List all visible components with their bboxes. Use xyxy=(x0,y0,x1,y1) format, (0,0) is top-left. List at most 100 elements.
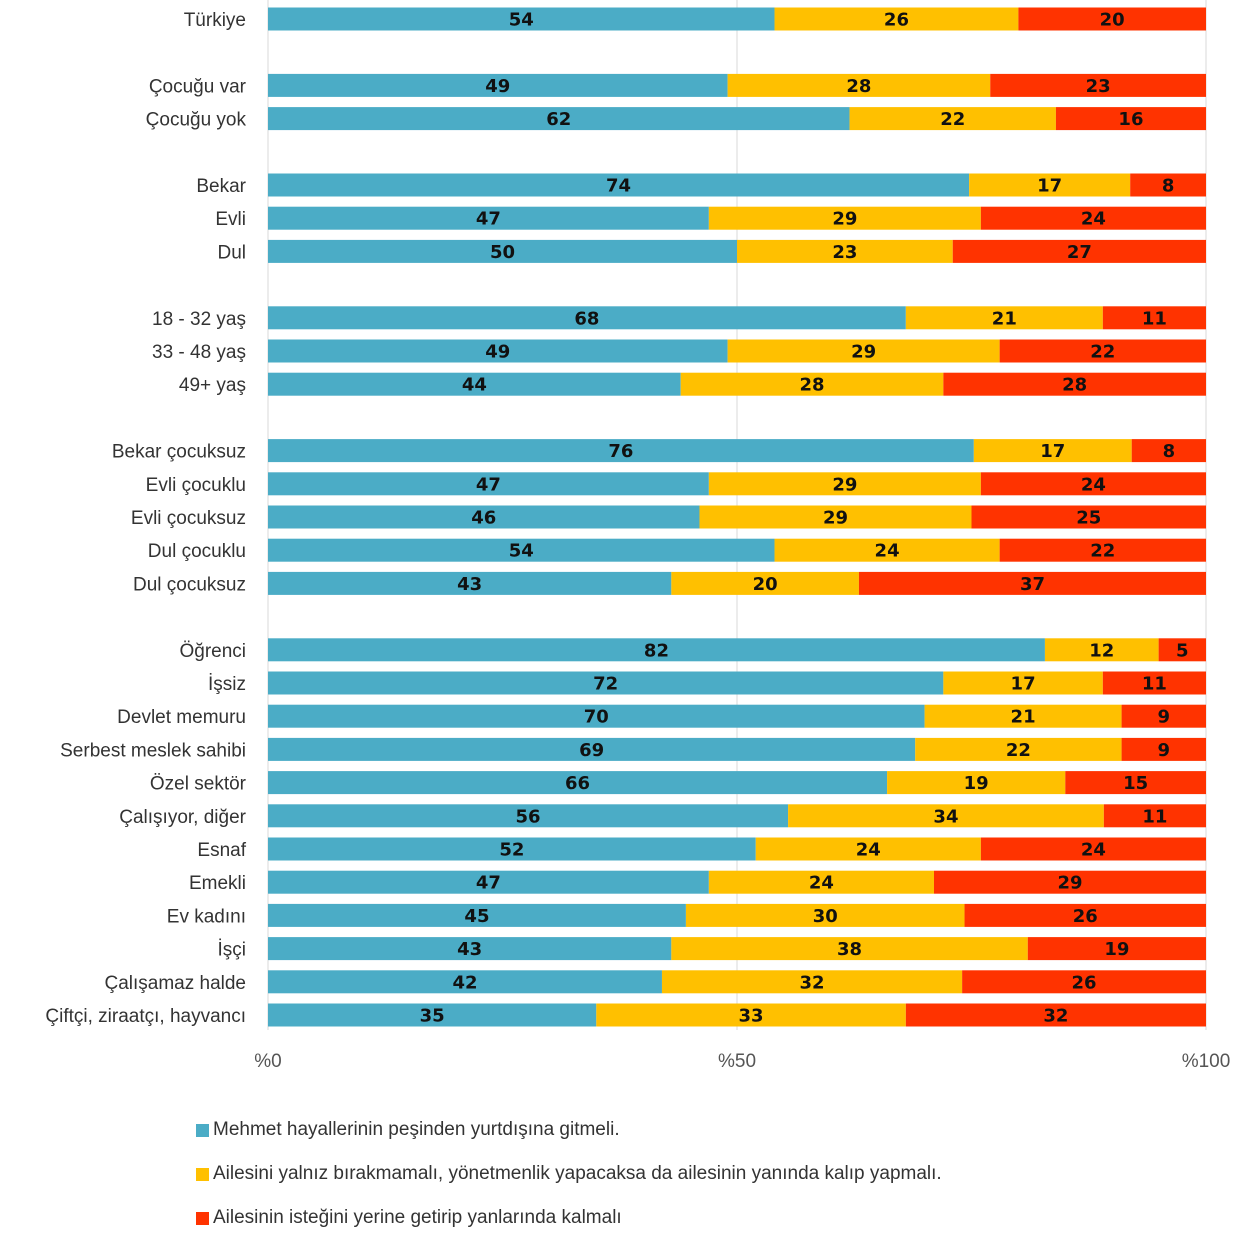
bar-segment xyxy=(661,970,963,994)
data-label: 47 xyxy=(476,209,501,230)
bar-segment xyxy=(990,73,1206,97)
category-label: Dul çocuksuz xyxy=(133,574,246,595)
category-label: Serbest meslek sahibi xyxy=(60,740,246,761)
data-label: 37 xyxy=(1020,574,1045,595)
data-label: 28 xyxy=(1062,375,1087,396)
data-label: 23 xyxy=(832,242,857,263)
category-label: 33 - 48 yaş xyxy=(152,342,246,363)
data-label: 28 xyxy=(800,375,825,396)
bar-segment xyxy=(1121,704,1206,728)
data-label: 34 xyxy=(933,806,958,827)
bar-segment xyxy=(708,870,934,894)
bar-segment xyxy=(268,73,728,97)
data-label: 15 xyxy=(1123,773,1148,794)
data-label: 17 xyxy=(1037,176,1062,197)
category-label: Ev kadını xyxy=(167,906,246,927)
data-label: 47 xyxy=(476,474,501,495)
data-label: 54 xyxy=(509,10,534,31)
data-label: 42 xyxy=(452,972,477,993)
bar-segment xyxy=(680,372,944,396)
data-label: 29 xyxy=(851,342,876,363)
bar-segment xyxy=(268,505,700,529)
bar-segment xyxy=(1102,671,1206,695)
bar-segment xyxy=(699,505,972,529)
data-label: 33 xyxy=(739,1006,764,1027)
category-label: Emekli xyxy=(189,873,246,894)
data-label: 47 xyxy=(476,873,501,894)
bar-segment xyxy=(905,1003,1206,1027)
bar-segment xyxy=(268,206,709,230)
data-label: 24 xyxy=(856,840,881,861)
bar-segment xyxy=(1103,804,1206,828)
bar-segment xyxy=(1065,771,1206,795)
data-label: 32 xyxy=(800,972,825,993)
bar-segment xyxy=(268,372,681,396)
bar-segment xyxy=(671,571,859,595)
data-label: 23 xyxy=(1086,76,1111,97)
data-label: 11 xyxy=(1142,674,1167,695)
x-tick-label: %50 xyxy=(718,1051,756,1072)
bar-segment xyxy=(268,339,728,363)
data-label: 11 xyxy=(1142,806,1167,827)
x-axis-ticks: %0 %50 %100 xyxy=(254,1051,1230,1072)
bar-segment xyxy=(1131,439,1206,463)
data-label: 22 xyxy=(940,109,965,130)
bar-segment xyxy=(708,206,981,230)
bar-segment xyxy=(268,306,906,330)
data-label: 22 xyxy=(1090,541,1115,562)
data-label: 26 xyxy=(1072,972,1097,993)
data-label: 29 xyxy=(832,209,857,230)
data-label: 43 xyxy=(457,939,482,960)
bar-segment xyxy=(980,206,1206,230)
category-label: Evli çocuksuz xyxy=(131,508,246,529)
bar-segment xyxy=(915,737,1122,761)
category-label: 49+ yaş xyxy=(179,375,246,396)
category-label: Bekar çocuksuz xyxy=(112,442,246,463)
stacked-bar-chart: 54 26 20 49 28 23 62 22 16 74 17 8 47 29 24 50 23 27 68 21 1… xyxy=(45,0,1230,1072)
bar-segment xyxy=(708,472,981,496)
legend-label: Ailesinin isteğini yerine getirip yanlar… xyxy=(213,1207,622,1228)
legend-item: Mehmet hayallerinin peşinden yurtdışına … xyxy=(196,1116,942,1144)
data-label: 17 xyxy=(1011,674,1036,695)
category-label: Türkiye xyxy=(184,10,246,31)
data-label: 24 xyxy=(1081,474,1106,495)
bar-segment xyxy=(964,903,1206,927)
bar-segment xyxy=(774,538,1000,562)
bar-segment xyxy=(268,837,756,861)
data-label: 62 xyxy=(546,109,571,130)
bar-segment xyxy=(268,472,709,496)
bar-segment xyxy=(268,173,970,197)
data-label: 12 xyxy=(1089,640,1114,661)
category-labels: Türkiye Çocuğu var Çocuğu yok Bekar Evli Dul 1… xyxy=(45,10,246,1027)
bar-segment xyxy=(268,771,888,795)
data-label: 38 xyxy=(837,939,862,960)
data-label: 29 xyxy=(832,474,857,495)
data-label: 68 xyxy=(574,308,599,329)
data-label: 26 xyxy=(1073,906,1098,927)
category-label: Çalışıyor, diğer xyxy=(119,807,246,828)
bar-segment xyxy=(962,970,1206,994)
category-label: İşsiz xyxy=(208,674,246,695)
data-label: 19 xyxy=(964,773,989,794)
data-label: 76 xyxy=(608,441,633,462)
bar-segment xyxy=(887,771,1066,795)
category-label: Çalışamaz halde xyxy=(104,973,246,994)
legend-swatch xyxy=(196,1211,209,1225)
data-label: 8 xyxy=(1162,176,1175,197)
bar-segment xyxy=(671,937,1028,961)
bar-segment xyxy=(268,571,672,595)
bar-segment xyxy=(268,671,944,695)
category-label: 18 - 32 yaş xyxy=(152,309,246,330)
bar-segment xyxy=(849,107,1056,131)
data-label: 16 xyxy=(1118,109,1143,130)
bar-segment xyxy=(268,538,775,562)
data-label: 26 xyxy=(884,10,909,31)
data-label: 43 xyxy=(457,574,482,595)
category-label: Esnaf xyxy=(197,840,246,861)
data-label: 5 xyxy=(1176,640,1189,661)
data-label: 74 xyxy=(606,176,631,197)
data-label: 54 xyxy=(509,541,534,562)
bar-segment xyxy=(727,73,991,97)
category-label: Özel sektör xyxy=(150,774,247,795)
legend-label: Mehmet hayallerinin peşinden yurtdışına … xyxy=(213,1119,620,1140)
